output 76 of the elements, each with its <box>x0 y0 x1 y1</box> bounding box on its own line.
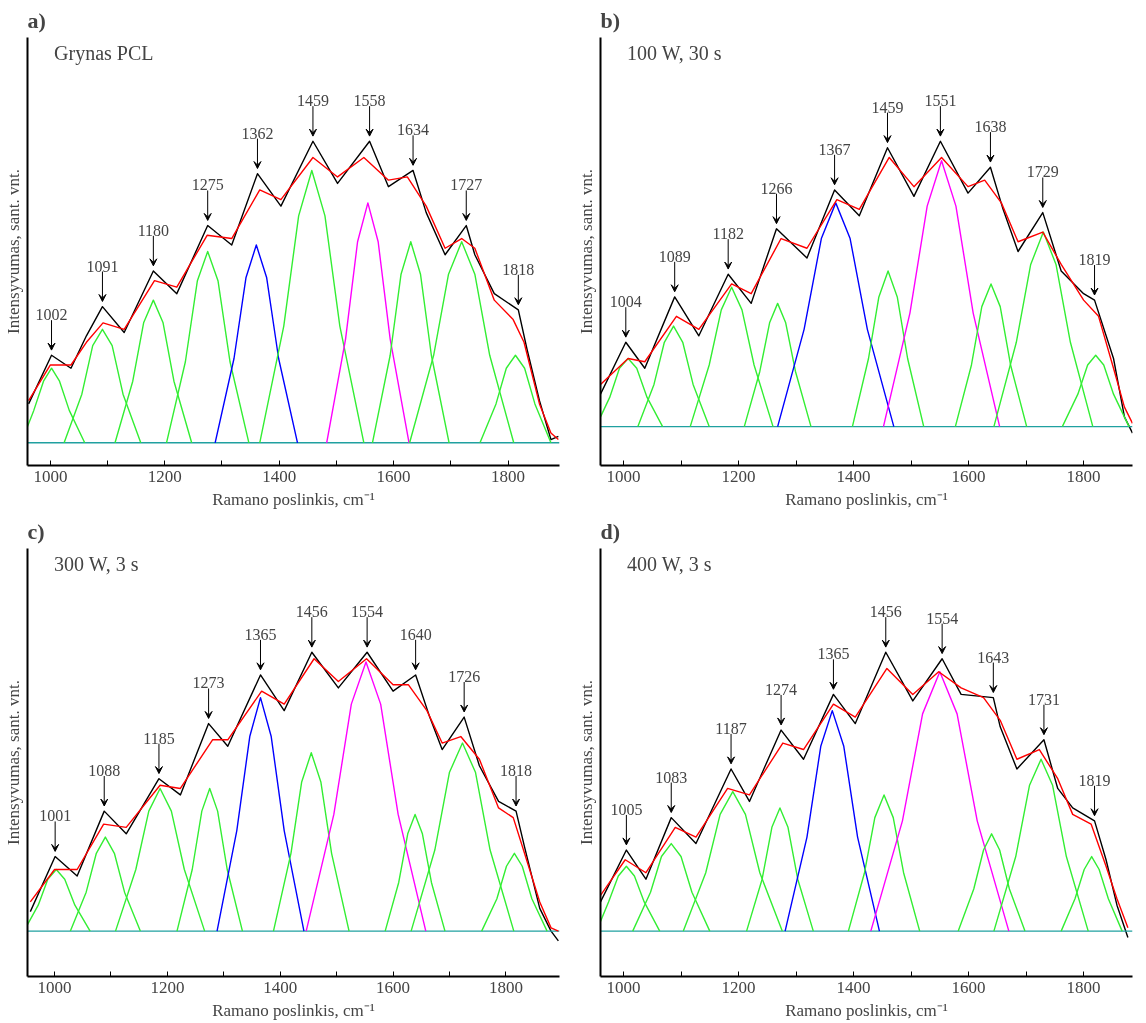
annotation: 1551 <box>924 92 957 110</box>
x-tick-label: 1000 <box>606 466 641 486</box>
annotation: 1180 <box>137 221 170 239</box>
x-axis-title: Ramano poslinkis, cm⁻¹ <box>785 1000 948 1020</box>
annotation: 1088 <box>88 762 121 780</box>
annotation: 1089 <box>658 247 691 265</box>
annotation: 1640 <box>399 625 432 643</box>
annotation: 1185 <box>143 729 175 747</box>
x-tick-label: 1200 <box>150 977 185 997</box>
annotation: 1275 <box>191 176 224 194</box>
annotation: 1365 <box>817 645 850 663</box>
annotation: 1456 <box>295 603 328 621</box>
annotation: 1083 <box>655 768 688 786</box>
chart-title: b) <box>600 7 621 33</box>
y-axis-title: Intensyvumas, sant. vnt. <box>576 680 596 845</box>
x-tick-label: 1600 <box>376 466 411 486</box>
annotation: 1367 <box>818 140 851 158</box>
annotation: 1182 <box>712 225 744 243</box>
annotation: 1362 <box>241 124 274 142</box>
x-tick-label: 1800 <box>491 466 526 486</box>
y-axis-title: Intensyvumas, sant. vnt. <box>3 680 23 845</box>
x-tick-label: 1400 <box>262 466 297 486</box>
annotation: 1554 <box>351 603 384 621</box>
x-tick-label: 1400 <box>836 977 871 997</box>
chart-title: d) <box>600 518 621 544</box>
x-tick-label: 1200 <box>721 977 756 997</box>
annotation: 1266 <box>760 179 793 197</box>
annotation: 1643 <box>977 648 1010 666</box>
annotation: 1727 <box>450 176 483 194</box>
annotation: 1726 <box>448 668 481 686</box>
x-tick-label: 1400 <box>263 977 298 997</box>
annotation: 1274 <box>765 680 798 698</box>
x-tick-label: 1000 <box>606 977 641 997</box>
x-tick-label: 1600 <box>951 977 986 997</box>
annotation: 1819 <box>1078 771 1111 789</box>
chart-title: c) <box>27 518 45 544</box>
x-axis-title: Ramano poslinkis, cm⁻¹ <box>212 1000 375 1020</box>
chart-subtitle: 400 W, 3 s <box>627 552 712 575</box>
annotation: 1365 <box>244 625 277 643</box>
annotation: 1002 <box>35 306 68 324</box>
annotation: 1459 <box>871 98 904 116</box>
x-tick-label: 1800 <box>1066 977 1101 997</box>
x-tick-label: 1600 <box>951 466 986 486</box>
x-tick-label: 1600 <box>376 977 411 997</box>
annotation: 1729 <box>1026 163 1059 181</box>
annotation: 1091 <box>86 257 119 275</box>
annotation: 1558 <box>353 92 386 110</box>
annotation: 1273 <box>192 674 225 692</box>
chart-subtitle: 100 W, 30 s <box>627 41 722 64</box>
annotation: 1004 <box>609 293 642 311</box>
annotation: 1731 <box>1027 690 1060 708</box>
annotation: 1459 <box>296 92 329 110</box>
x-tick-label: 1800 <box>488 977 523 997</box>
x-tick-label: 1000 <box>33 466 68 486</box>
annotation: 1634 <box>397 121 430 139</box>
chart-title: a) <box>27 7 46 33</box>
annotation: 1818 <box>502 260 535 278</box>
x-axis-title: Ramano poslinkis, cm⁻¹ <box>785 489 948 509</box>
chart-subtitle: 300 W, 3 s <box>54 552 139 575</box>
x-axis-title: Ramano poslinkis, cm⁻¹ <box>212 489 375 509</box>
chart-subtitle: Grynas PCL <box>54 41 154 65</box>
annotation: 1001 <box>39 807 72 825</box>
x-tick-label: 1200 <box>721 466 756 486</box>
annotation: 1819 <box>1078 251 1111 269</box>
x-tick-label: 1400 <box>836 466 871 486</box>
annotation: 1005 <box>610 800 643 818</box>
y-axis-title: Intensyvumas, sant. vnt. <box>576 169 596 334</box>
annotation: 1187 <box>715 719 747 737</box>
x-tick-label: 1000 <box>37 977 72 997</box>
annotation: 1554 <box>926 609 959 627</box>
annotation: 1818 <box>500 762 533 780</box>
annotation: 1456 <box>869 603 902 621</box>
y-axis-title: Intensyvumas, sant. vnt. <box>3 169 23 334</box>
x-tick-label: 1200 <box>147 466 182 486</box>
annotation: 1638 <box>974 118 1007 136</box>
x-tick-label: 1800 <box>1066 466 1101 486</box>
